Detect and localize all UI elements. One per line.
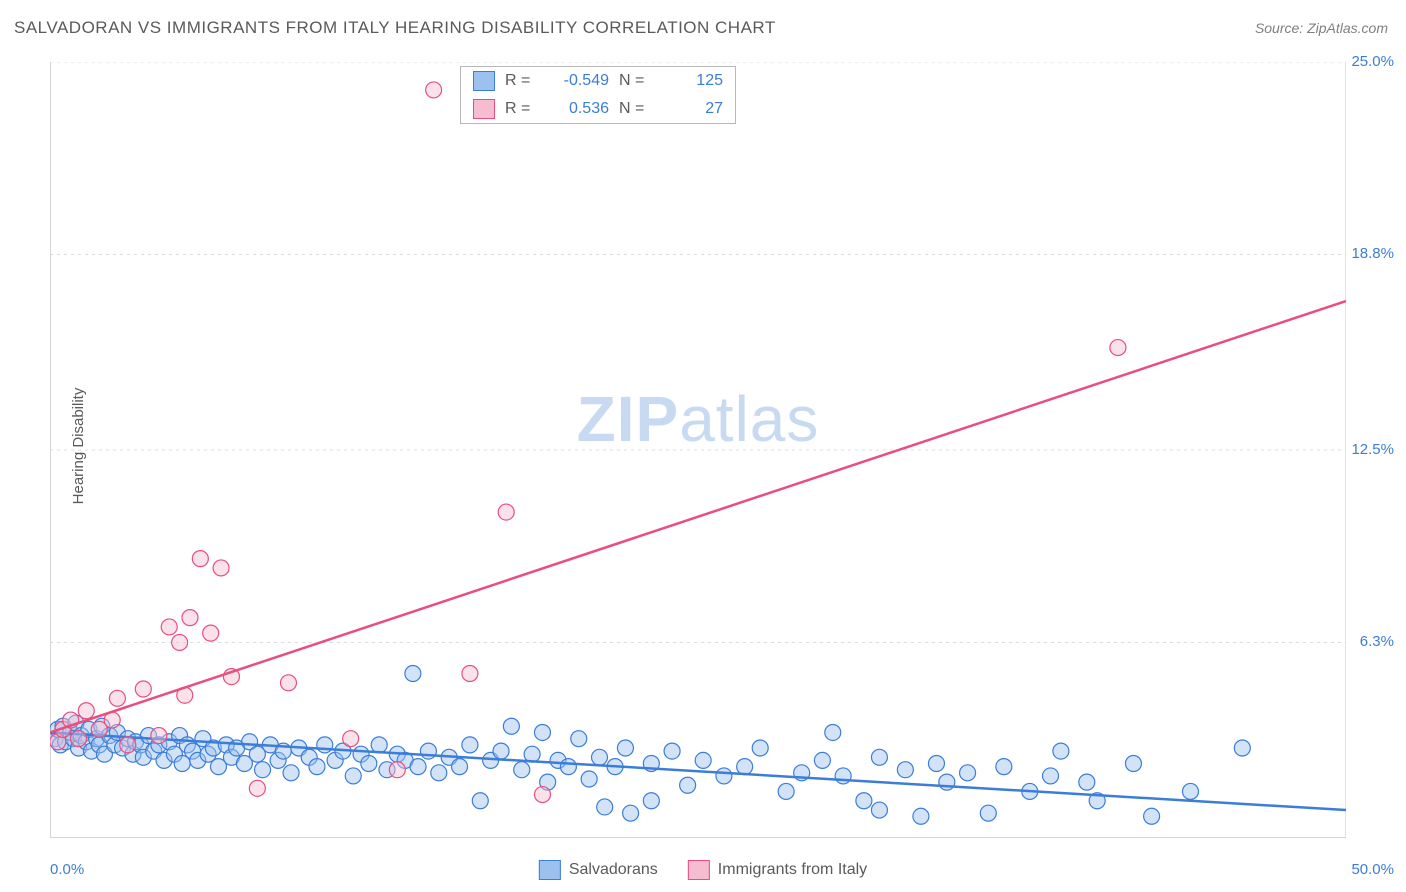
chart-title: SALVADORAN VS IMMIGRANTS FROM ITALY HEAR… <box>14 18 776 38</box>
ytick-label: 6.3% <box>1360 633 1394 650</box>
legend-item-label-0: Salvadorans <box>569 861 658 879</box>
legend-r-label: R = <box>505 100 535 118</box>
legend-n-value-0: 125 <box>659 72 723 90</box>
x-origin-label: 0.0% <box>50 861 84 878</box>
legend-item-0: Salvadorans <box>539 860 658 880</box>
ytick-label: 25.0% <box>1351 53 1394 70</box>
legend-n-label: N = <box>619 100 649 118</box>
legend-r-label: R = <box>505 72 535 90</box>
source-attribution: Source: ZipAtlas.com <box>1255 20 1388 36</box>
legend-r-value-0: -0.549 <box>545 72 609 90</box>
legend-item-label-1: Immigrants from Italy <box>718 861 867 879</box>
plot-svg <box>50 62 1346 838</box>
legend-row-0: R = -0.549 N = 125 <box>461 67 735 95</box>
plot-area: ZIPatlas <box>50 62 1346 838</box>
ytick-label: 12.5% <box>1351 441 1394 458</box>
legend-n-value-1: 27 <box>659 100 723 118</box>
legend-row-1: R = 0.536 N = 27 <box>461 95 735 123</box>
legend-swatch-1 <box>473 99 495 119</box>
x-max-label: 50.0% <box>1351 861 1394 878</box>
legend-swatch-0 <box>473 71 495 91</box>
chart-container: SALVADORAN VS IMMIGRANTS FROM ITALY HEAR… <box>0 0 1406 892</box>
series-legend: Salvadorans Immigrants from Italy <box>539 860 867 880</box>
legend-swatch-icon <box>688 860 710 880</box>
legend-swatch-icon <box>539 860 561 880</box>
legend-item-1: Immigrants from Italy <box>688 860 867 880</box>
legend-r-value-1: 0.536 <box>545 100 609 118</box>
ytick-label: 18.8% <box>1351 245 1394 262</box>
correlation-legend: R = -0.549 N = 125 R = 0.536 N = 27 <box>460 66 736 124</box>
legend-n-label: N = <box>619 72 649 90</box>
